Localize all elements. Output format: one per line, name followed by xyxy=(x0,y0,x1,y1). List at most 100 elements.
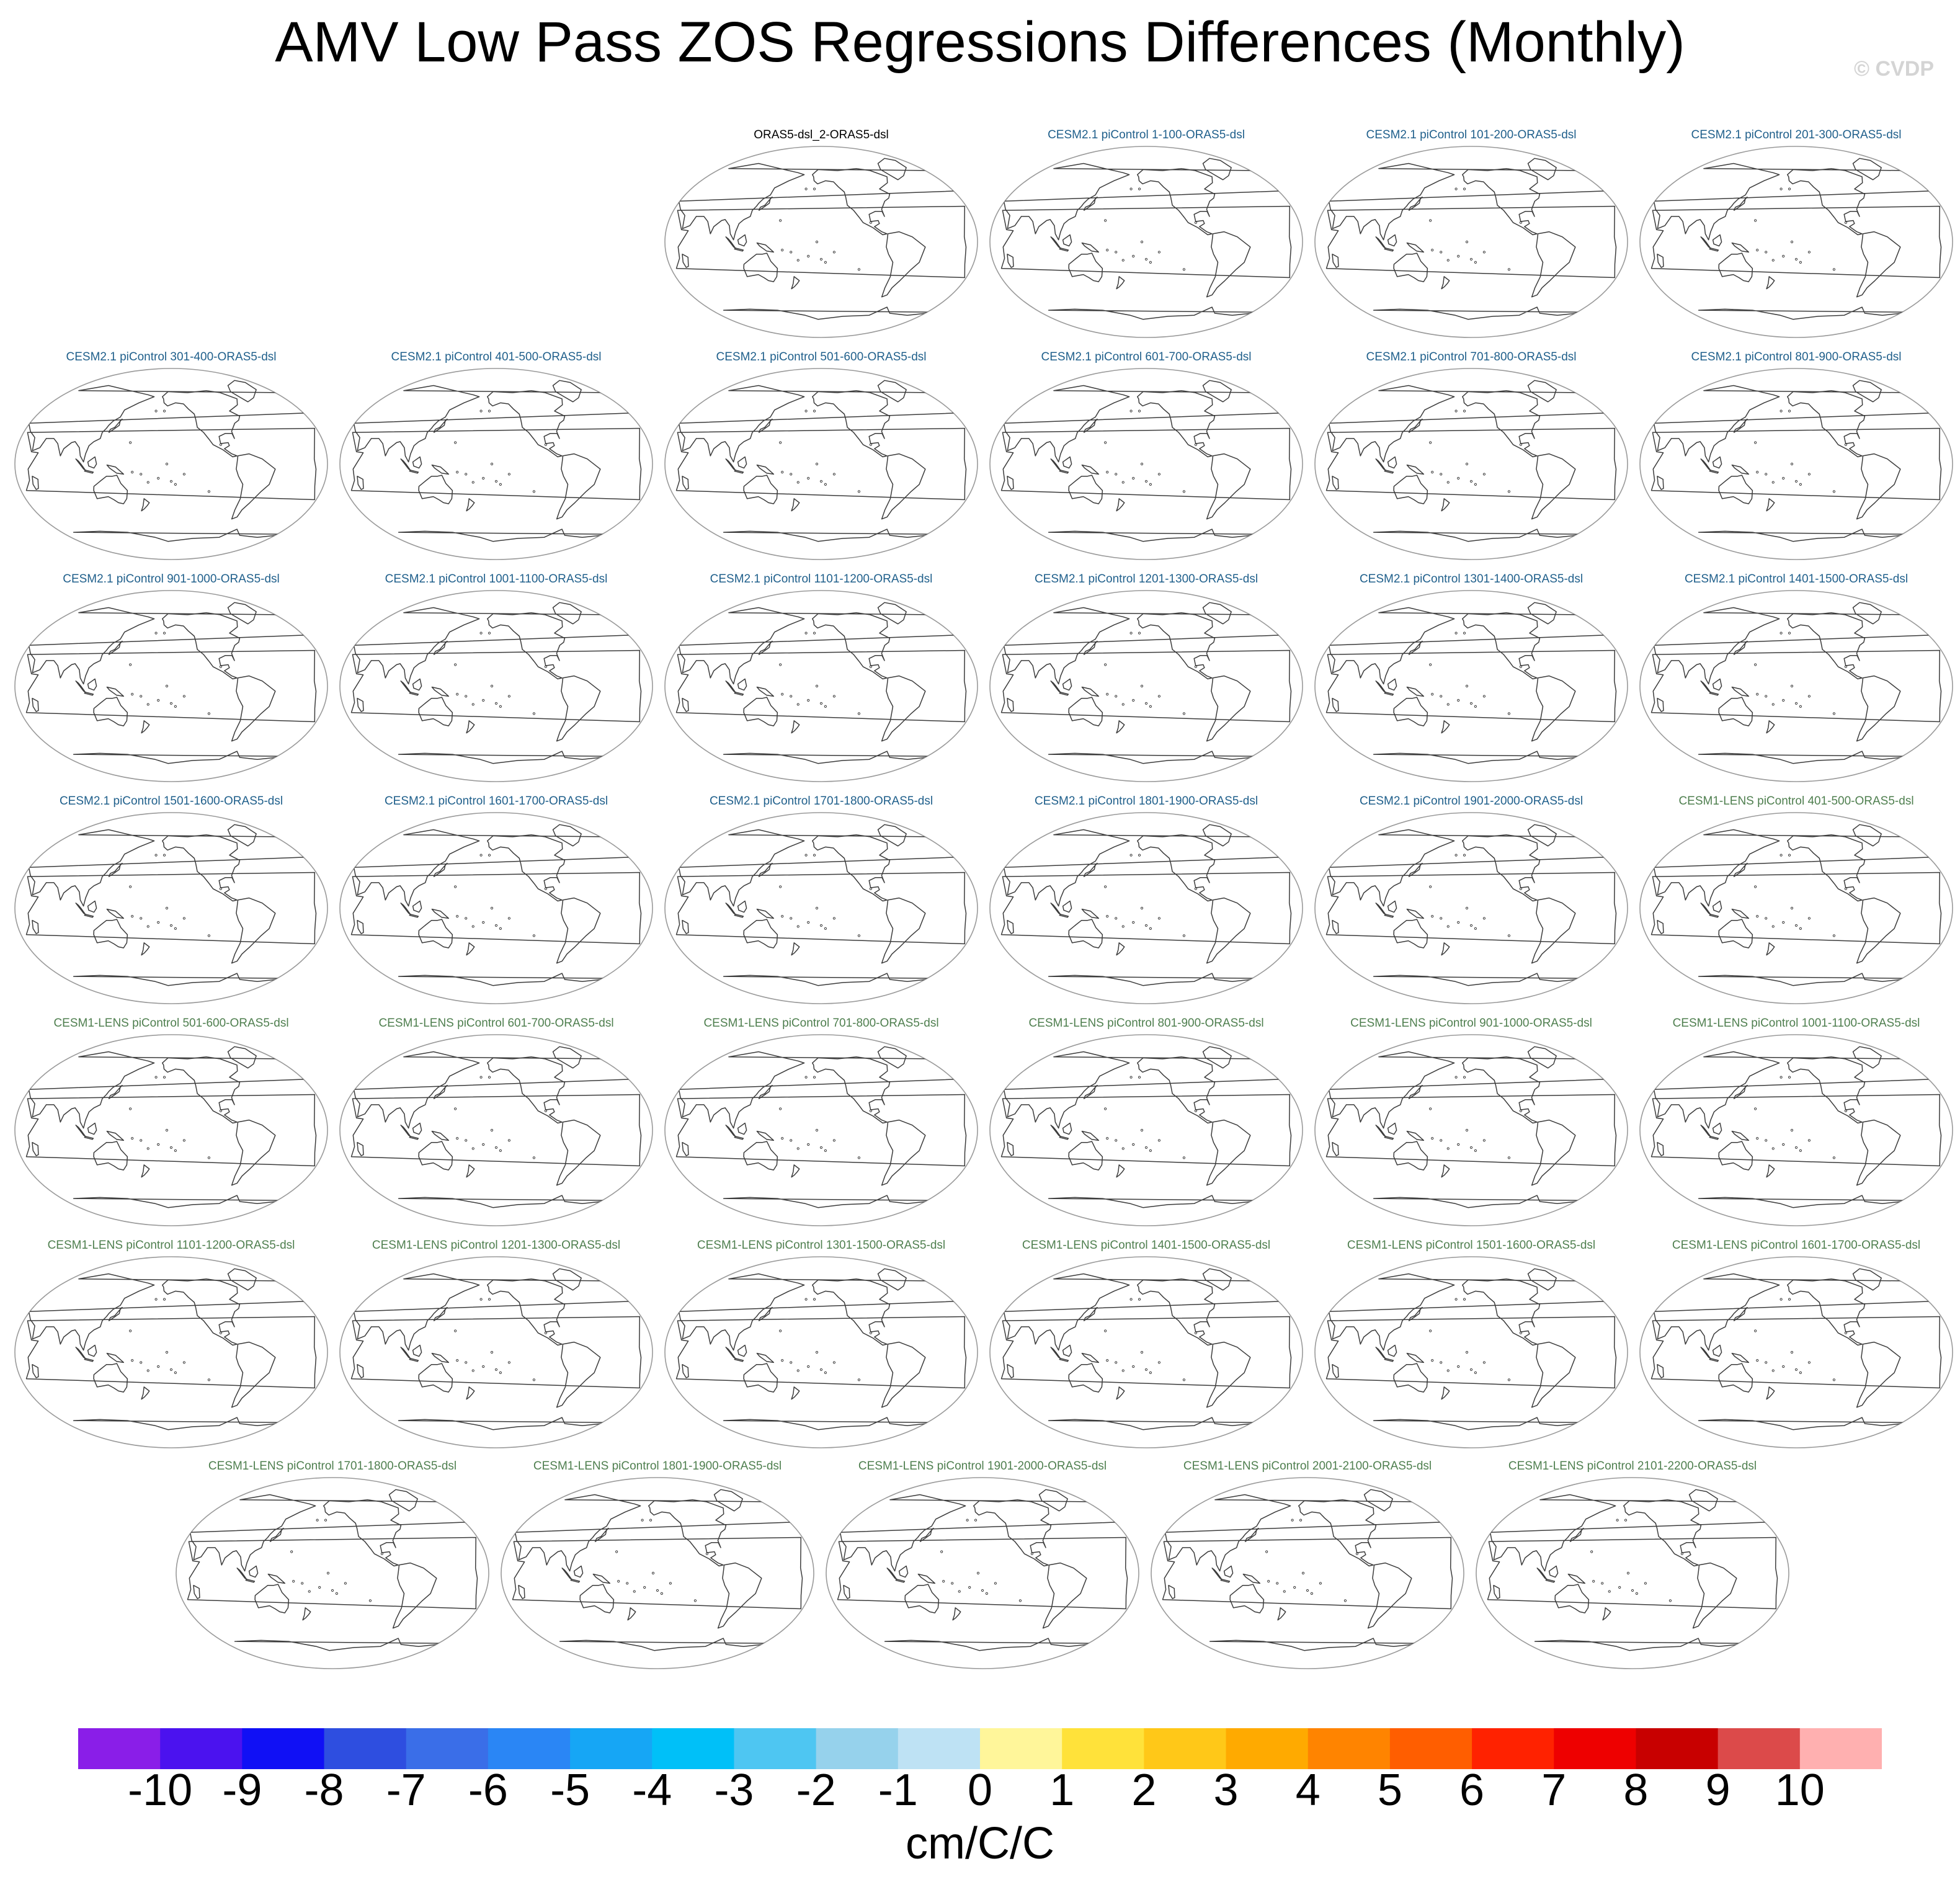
coastline xyxy=(1048,1417,1262,1430)
coastlines xyxy=(1325,1268,1617,1430)
coastline xyxy=(1698,306,1912,320)
coastline xyxy=(466,942,475,956)
island xyxy=(1454,409,1458,413)
coastline xyxy=(1048,1195,1262,1208)
coastline xyxy=(1062,1122,1072,1135)
coastline xyxy=(1709,1136,1719,1140)
coastline xyxy=(1733,1084,1748,1099)
coastline xyxy=(1408,1084,1423,1099)
coastline xyxy=(725,458,736,471)
island xyxy=(1149,261,1152,264)
island xyxy=(1104,663,1107,666)
coastline xyxy=(1406,242,1425,253)
island xyxy=(1454,1298,1458,1301)
colorbar-tick-label: -1 xyxy=(878,1765,918,1815)
coastlines xyxy=(1325,602,1617,764)
panel-title: CESM1-LENS piControl 1001-1100-ORAS5-dsl xyxy=(1672,1017,1920,1030)
coastlines xyxy=(1650,824,1942,986)
island xyxy=(1182,934,1186,937)
coastline xyxy=(392,1562,437,1629)
island xyxy=(832,917,836,920)
coastline xyxy=(1733,1306,1748,1321)
coastline xyxy=(1856,231,1901,298)
island xyxy=(131,693,134,696)
coastline xyxy=(1493,1584,1500,1599)
coastline xyxy=(227,1268,257,1291)
coastline xyxy=(1531,453,1576,520)
island xyxy=(499,705,502,708)
coastline xyxy=(1137,167,1216,236)
coastline xyxy=(1856,675,1901,742)
coastline xyxy=(1003,385,1281,463)
island xyxy=(869,1109,872,1112)
panel-title: CESM2.1 piControl 601-700-ORAS5-dsl xyxy=(1041,350,1252,364)
island xyxy=(482,698,485,702)
coastline xyxy=(734,1136,744,1140)
coastline xyxy=(231,897,276,964)
map-panel: CESM1-LENS piControl 901-1000-ORAS5-dsl xyxy=(1310,1016,1633,1227)
island xyxy=(1106,1137,1109,1140)
island xyxy=(796,259,800,262)
coastlines xyxy=(1650,158,1942,320)
coastlines xyxy=(350,824,642,986)
map-panel: CESM2.1 piControl 101-200-ORAS5-dsl xyxy=(1310,128,1633,339)
island xyxy=(1771,703,1775,706)
island xyxy=(482,921,485,924)
coastline xyxy=(1657,475,1664,490)
coastline xyxy=(758,418,773,433)
watermark: © CVDP xyxy=(1854,57,1934,81)
coastline xyxy=(1081,1130,1100,1141)
island xyxy=(1832,1378,1836,1381)
coastline xyxy=(743,697,778,726)
world-map xyxy=(1151,1477,1464,1669)
island xyxy=(490,906,494,910)
coastline xyxy=(725,680,736,693)
coastline xyxy=(1408,1306,1423,1321)
coastline xyxy=(756,908,775,919)
island xyxy=(482,1143,485,1146)
map-panel: CESM1-LENS piControl 1301-1500-ORAS5-dsl xyxy=(660,1238,982,1449)
island xyxy=(1018,1599,1022,1602)
coastline xyxy=(1050,1125,1061,1137)
colorbar-swatch xyxy=(1307,1728,1391,1769)
panel-title: CESM2.1 piControl 1901-2000-ORAS5-dsl xyxy=(1359,795,1584,808)
map-border xyxy=(1314,146,1628,338)
map-border xyxy=(989,1256,1303,1448)
coastline xyxy=(323,1499,402,1567)
island xyxy=(1446,1369,1450,1372)
island xyxy=(641,1519,644,1522)
island xyxy=(1194,887,1197,890)
coastline xyxy=(1688,1489,1718,1512)
coastline xyxy=(723,1195,937,1208)
coastline xyxy=(87,1122,97,1135)
island xyxy=(1794,480,1798,483)
island xyxy=(790,917,793,920)
island xyxy=(544,665,547,668)
coastline xyxy=(682,253,689,268)
coastline xyxy=(1332,919,1339,934)
coastline xyxy=(1373,306,1587,320)
map-panel: CESM2.1 piControl 301-400-ORAS5-dsl xyxy=(10,350,332,561)
island xyxy=(1106,1359,1109,1362)
coastline xyxy=(234,1638,448,1651)
island xyxy=(1474,483,1477,486)
island xyxy=(790,695,793,698)
island xyxy=(832,251,836,254)
coastline xyxy=(1223,1565,1234,1578)
island xyxy=(465,1139,468,1142)
map-border xyxy=(664,1034,978,1226)
coastline xyxy=(1206,1341,1251,1408)
coastline xyxy=(756,242,775,253)
island xyxy=(1446,259,1450,262)
colorbar xyxy=(78,1728,1882,1769)
island xyxy=(1157,473,1161,476)
coastline xyxy=(1325,872,1617,945)
island xyxy=(1465,684,1469,688)
island xyxy=(1788,1076,1791,1079)
coastline xyxy=(514,1494,792,1572)
coastline xyxy=(1653,1273,1931,1351)
coastline xyxy=(877,824,907,847)
coastline xyxy=(1083,196,1098,211)
colorbar-swatch xyxy=(1554,1728,1637,1769)
coastlines xyxy=(675,380,967,542)
